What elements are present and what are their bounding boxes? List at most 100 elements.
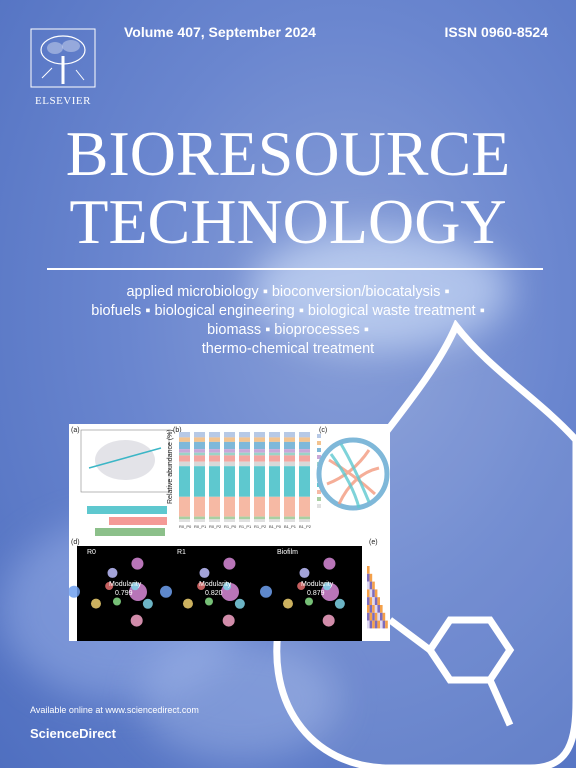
bar-segment	[269, 441, 280, 450]
bar-segment	[269, 461, 280, 467]
droplet-outline-icon	[273, 320, 576, 768]
network-module	[69, 585, 80, 598]
bar-segment	[299, 452, 310, 456]
bar-segment	[209, 437, 220, 442]
network-module	[142, 598, 153, 609]
bar-segment	[179, 455, 190, 462]
chord-links	[326, 449, 380, 505]
chord-ring	[316, 437, 390, 511]
bar-segment	[254, 432, 265, 438]
bar-segment	[254, 449, 265, 453]
bar-segment	[299, 432, 310, 438]
network-module	[112, 597, 121, 606]
bar-segment	[269, 432, 280, 438]
heatmap-cell	[367, 620, 370, 629]
network-module	[222, 614, 235, 627]
panel-b-bars: R0_P0 R0_P1 R0_P2 R1_P0 R1_P1 R1_P2 B1_P0 B1_P1…	[179, 432, 312, 529]
network-module	[260, 585, 273, 598]
heatmap-cell	[367, 612, 370, 621]
heatmap-cell	[377, 620, 380, 629]
bar-segment	[269, 455, 280, 462]
bar-segment	[224, 441, 235, 450]
network-module	[304, 597, 313, 606]
bar-segment	[179, 496, 190, 517]
bar-segment	[209, 519, 220, 522]
bar-segment	[269, 516, 280, 520]
heatmap-cell	[367, 581, 370, 590]
bar-segment	[239, 461, 250, 467]
network-module	[323, 582, 332, 591]
elsevier-logo: ELSEVIER	[30, 28, 96, 107]
bar-segment	[194, 452, 205, 456]
bar-segment	[239, 452, 250, 456]
heatmap-cell	[374, 612, 378, 621]
journal-title-line1: BIORESOURCE	[65, 118, 511, 189]
heatmap-cell	[367, 566, 370, 574]
network-module	[223, 582, 232, 591]
availability-note: Available online at www.sciencedirect.co…	[30, 705, 199, 715]
heatmap-cell	[369, 581, 373, 590]
heatmap-cell	[374, 589, 378, 598]
bg-glow	[250, 230, 510, 350]
bar-segment	[224, 455, 235, 462]
network-module	[282, 598, 293, 609]
bar-segment	[239, 449, 250, 453]
bar-segment	[209, 516, 220, 520]
tree-icon	[30, 28, 96, 88]
heatmap-cell	[374, 597, 378, 605]
heatmap-cell	[369, 620, 373, 629]
bar-label: R0_P1	[194, 524, 207, 529]
bar-segment	[299, 516, 310, 520]
network-module	[131, 582, 140, 591]
network-module	[322, 614, 335, 627]
heatmap-cell	[380, 620, 383, 629]
network-module	[334, 598, 345, 609]
box-3	[95, 528, 165, 536]
heatmap-cell	[369, 589, 373, 598]
topic-line: biofuels ▪ biological engineering ▪ biol…	[91, 303, 485, 319]
fit-line	[88, 447, 162, 469]
panel-d-label: (d)	[71, 539, 80, 546]
ellipse	[95, 440, 155, 480]
sciencedirect-brand: ScienceDirect	[30, 726, 116, 741]
bar-segment	[269, 466, 280, 497]
volume-line: Volume 407, September 2024	[124, 24, 316, 40]
heatmap-cell	[382, 612, 386, 621]
modularity-label: Modularity	[301, 581, 334, 588]
bar-label: B1_P2	[299, 524, 312, 529]
bar-segment	[224, 437, 235, 442]
network-module	[160, 585, 173, 598]
bar-segment	[269, 452, 280, 456]
modularity-value: 0.820	[205, 590, 223, 597]
bar-label: R1_P0	[224, 524, 237, 529]
bar-segment	[284, 452, 295, 456]
network-panel-bg	[77, 546, 362, 641]
bar-label: R1_P2	[254, 524, 267, 529]
bar-segment	[194, 449, 205, 453]
bar-segment	[284, 449, 295, 453]
heatmap-cell	[377, 597, 380, 605]
research-figure: (a) (b) Relative abundance (%) R0_P0 R0_P…	[69, 424, 390, 641]
bar-segment	[254, 452, 265, 456]
bar-segment	[284, 466, 295, 497]
bar-segment	[299, 437, 310, 442]
network-title: R0	[87, 549, 96, 556]
network-module	[204, 597, 213, 606]
heatmap-cell	[367, 573, 370, 582]
legend-swatch	[317, 448, 321, 452]
bar-segment	[254, 441, 265, 450]
heatmap-cell	[369, 612, 373, 621]
network-title: Biofilm	[277, 549, 298, 556]
bar-segment	[224, 519, 235, 522]
box-2	[109, 517, 167, 525]
bar-segment	[194, 516, 205, 520]
bar-segment	[194, 496, 205, 517]
box-1	[87, 506, 167, 514]
panel-b-ylabel: Relative abundance (%)	[167, 429, 174, 504]
modularity-label: Modularity	[109, 581, 142, 588]
title-rule	[47, 268, 543, 270]
bar-segment	[284, 441, 295, 450]
bar-segment	[194, 441, 205, 450]
bar-segment	[194, 519, 205, 522]
bar-segment	[179, 461, 190, 467]
